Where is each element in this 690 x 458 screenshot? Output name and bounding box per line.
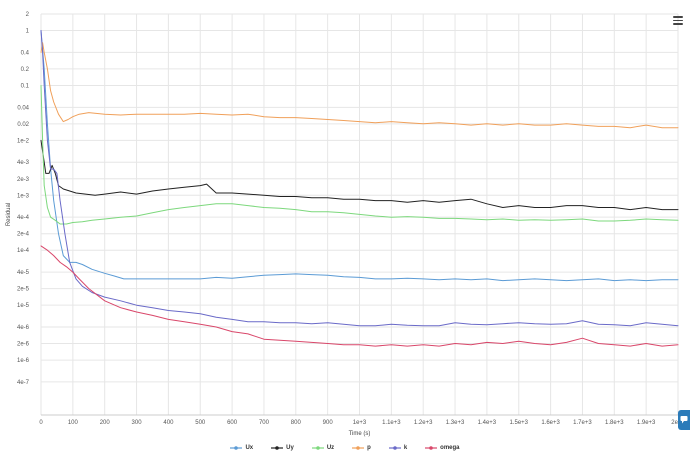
y-tick-label: 1e-6 xyxy=(17,358,30,364)
series-line-Uy xyxy=(40,139,679,211)
y-tick-label: 2e-6 xyxy=(17,342,30,348)
x-tick-label: 700 xyxy=(259,420,270,426)
y-tick-label: 1e-2 xyxy=(17,138,30,144)
y-tick-label: 4e-7 xyxy=(17,380,30,386)
legend-label: k xyxy=(403,445,408,451)
legend-swatch xyxy=(230,446,243,450)
x-tick-label: 1e+3 xyxy=(353,420,367,426)
legend-item-Ux[interactable]: Ux xyxy=(230,445,253,451)
y-tick-label: 0.4 xyxy=(21,50,30,56)
legend-swatch xyxy=(352,446,365,450)
x-tick-label: 500 xyxy=(195,420,206,426)
legend-swatch xyxy=(425,446,438,450)
legend-label: p xyxy=(367,445,371,451)
x-tick-label: 300 xyxy=(132,420,143,426)
y-tick-label: 0.2 xyxy=(21,67,30,73)
series-line-Ux xyxy=(40,30,679,282)
y-tick-label: 1e-3 xyxy=(17,193,30,199)
legend-item-omega[interactable]: omega xyxy=(425,445,460,451)
legend-item-Uy[interactable]: Uy xyxy=(271,445,294,451)
y-tick-label: 4e-4 xyxy=(17,215,30,221)
y-tick-label: 4e-6 xyxy=(17,325,30,331)
axes: 2 1 0.4 0.2 0.1 0.04 0.02 1e-2 4e-3 2e-3 1e-3 4e-4 2… xyxy=(17,12,685,426)
legend-item-p[interactable]: p xyxy=(352,445,371,451)
legend-label: Uz xyxy=(326,445,335,451)
chart-legend: Ux Uy Uz p k omega xyxy=(0,442,690,454)
x-tick-label: 1.9e+3 xyxy=(637,420,656,426)
grid-lines xyxy=(40,13,679,415)
legend-item-k[interactable]: k xyxy=(388,445,408,451)
x-tick-label: 200 xyxy=(100,420,111,426)
legend-item-Uz[interactable]: Uz xyxy=(311,445,335,451)
x-tick-label: 1.1e+3 xyxy=(382,420,401,426)
y-tick-label: 2e-5 xyxy=(17,287,30,293)
x-tick-label: 1.5e+3 xyxy=(509,420,528,426)
hamburger-menu-icon[interactable] xyxy=(672,14,684,26)
y-tick-label: 1e-5 xyxy=(17,303,30,309)
y-tick-label: 4e-5 xyxy=(17,270,30,276)
series-line-p xyxy=(40,42,679,129)
x-tick-label: 1.6e+3 xyxy=(541,420,560,426)
x-tick-label: 600 xyxy=(227,420,238,426)
y-tick-label: 0.02 xyxy=(17,122,29,128)
y-tick-label: 1e-4 xyxy=(17,248,30,254)
x-tick-label: 100 xyxy=(68,420,79,426)
series-lines xyxy=(40,30,679,347)
chat-bubble-icon[interactable] xyxy=(678,410,690,430)
x-tick-label: 0 xyxy=(39,420,43,426)
y-tick-label: 0.1 xyxy=(21,83,30,89)
y-tick-label: 4e-3 xyxy=(17,160,30,166)
x-tick-label: 1.4e+3 xyxy=(478,420,497,426)
x-tick-label: 1.3e+3 xyxy=(446,420,465,426)
y-tick-label: 2 xyxy=(26,12,30,18)
y-tick-label: 0.04 xyxy=(17,105,29,111)
y-tick-label: 1 xyxy=(26,29,30,35)
x-tick-label: 1.2e+3 xyxy=(414,420,433,426)
x-tick-label: 400 xyxy=(163,420,174,426)
x-tick-label: 900 xyxy=(323,420,334,426)
legend-swatch xyxy=(311,446,324,450)
legend-swatch xyxy=(271,446,284,450)
series-line-k xyxy=(40,30,679,327)
y-tick-label: 2e-4 xyxy=(17,232,30,238)
legend-swatch xyxy=(388,446,401,450)
y-axis-title: Residual xyxy=(6,203,12,226)
legend-label: Uy xyxy=(286,445,294,451)
x-tick-label: 800 xyxy=(291,420,302,426)
series-line-Uz xyxy=(40,85,679,225)
legend-label: omega xyxy=(440,445,460,451)
y-tick-label: 2e-3 xyxy=(17,177,30,183)
series-line-omega xyxy=(40,245,679,347)
legend-label: Ux xyxy=(245,445,254,451)
x-axis-title: Time (s) xyxy=(349,431,371,437)
x-tick-label: 1.8e+3 xyxy=(605,420,624,426)
x-tick-label: 1.7e+3 xyxy=(573,420,592,426)
